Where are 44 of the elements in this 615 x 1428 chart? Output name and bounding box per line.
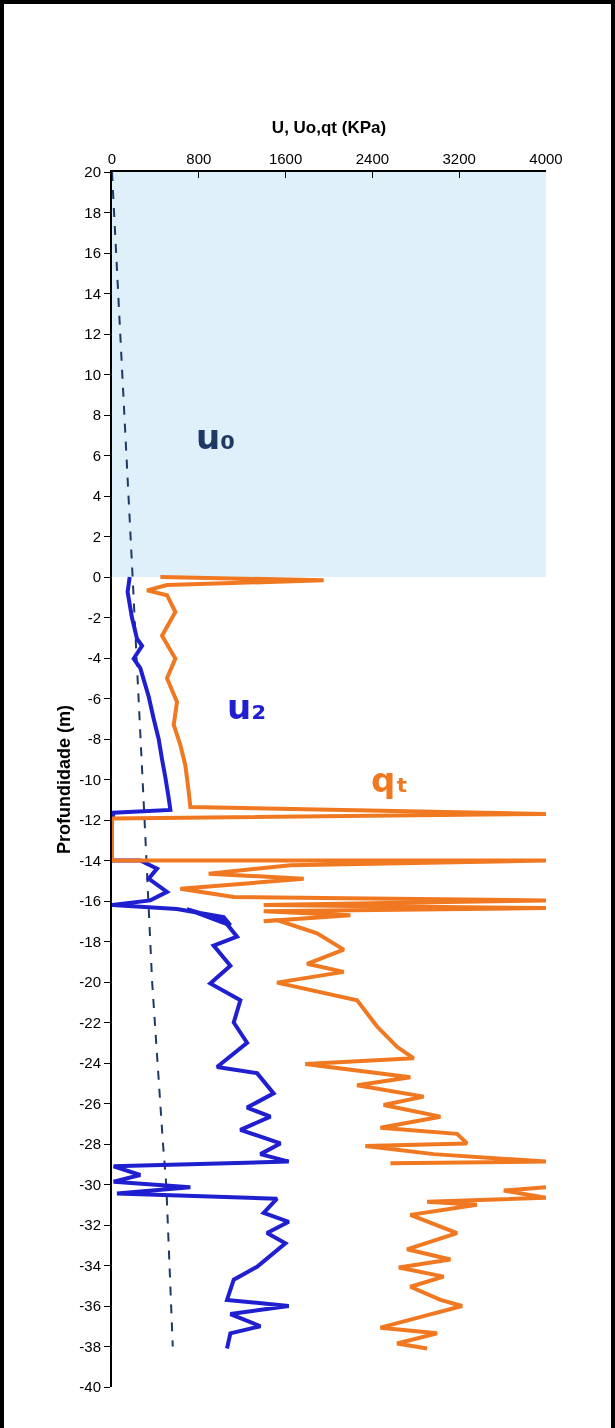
y-tick-label: -32 bbox=[79, 1216, 101, 1234]
y-tick-label: 20 bbox=[84, 163, 101, 181]
y-tick-label: -8 bbox=[87, 730, 101, 748]
y-tick-label: -6 bbox=[87, 689, 101, 707]
x-tick-label: 1600 bbox=[268, 150, 303, 167]
x-axis-title: U, Uo,qt (KPa) bbox=[271, 118, 387, 138]
y-tick-label: -10 bbox=[79, 770, 101, 788]
y-tick-label: 18 bbox=[84, 203, 101, 221]
y-tick-label: 8 bbox=[92, 406, 101, 424]
y-tick-label: 2 bbox=[92, 527, 101, 545]
x-tick-label: 2400 bbox=[355, 150, 390, 167]
y-tick-label: -16 bbox=[79, 892, 101, 910]
y-tick-label: -34 bbox=[79, 1256, 101, 1274]
line-series bbox=[112, 172, 174, 1348]
y-tick-label: -30 bbox=[79, 1175, 101, 1193]
series-label: qₜ bbox=[371, 760, 409, 800]
y-tick-label: -36 bbox=[79, 1297, 101, 1315]
y-tick-label: -28 bbox=[79, 1135, 101, 1153]
y-tick-label: -12 bbox=[79, 811, 101, 829]
text: u₂ bbox=[227, 687, 267, 727]
y-tick-label: 6 bbox=[92, 446, 101, 464]
y-tick-label: 12 bbox=[84, 325, 101, 343]
y-tick-label: -18 bbox=[79, 932, 101, 950]
y-tick-label: -14 bbox=[79, 851, 101, 869]
y-tick-label: -2 bbox=[87, 608, 101, 626]
y-tick-label: 14 bbox=[84, 284, 101, 302]
y-tick-label: -20 bbox=[79, 973, 101, 991]
y-tick-label: -40 bbox=[79, 1378, 101, 1396]
y-tick-label: -24 bbox=[79, 1054, 101, 1072]
y-tick-label: 16 bbox=[84, 244, 101, 262]
x-tick-label: 0 bbox=[107, 150, 117, 167]
y-tick-label: -4 bbox=[87, 649, 101, 667]
x-tick-label: 800 bbox=[186, 150, 212, 167]
line-series bbox=[112, 575, 291, 1351]
y-axis-title: Profundidade (m) bbox=[54, 705, 75, 854]
y-tick-label: 10 bbox=[84, 365, 101, 383]
x-tick-label: 3200 bbox=[442, 150, 476, 167]
y-tick-label: -22 bbox=[79, 1013, 101, 1031]
text: u₀ bbox=[196, 417, 236, 457]
y-tick-label: 4 bbox=[92, 487, 101, 505]
y-tick-label: 0 bbox=[92, 568, 101, 586]
y-tick-label: -38 bbox=[79, 1337, 101, 1355]
y-tick-label: -26 bbox=[79, 1094, 101, 1112]
x-tick-label: 4000 bbox=[529, 150, 563, 167]
